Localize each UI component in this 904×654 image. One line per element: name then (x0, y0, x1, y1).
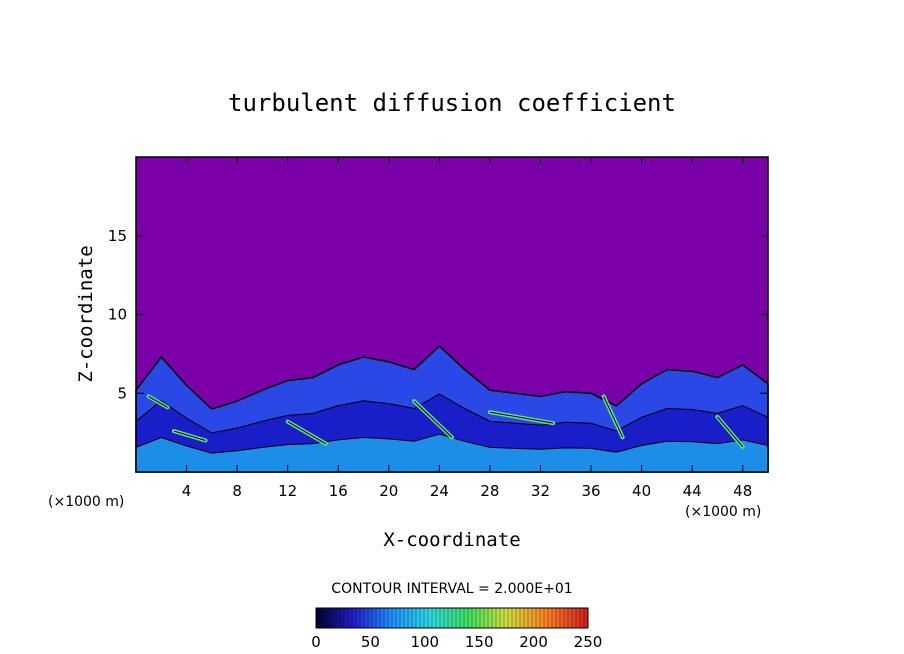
turbulent-layer (135, 344, 769, 473)
x-tick-label: 12 (278, 482, 297, 500)
y-tick-label: 15 (108, 227, 127, 245)
colorbar: 0 50 100 150 200 250 (311, 607, 602, 651)
eddy-contour (287, 421, 326, 445)
x-axis-label: X-coordinate (383, 529, 520, 551)
colorbar-tick-label: 100 (410, 633, 439, 651)
contour-interval-label: CONTOUR INTERVAL = 2.000E+01 (331, 581, 572, 597)
colorbar-frame (315, 607, 589, 629)
x-tick-label: 44 (683, 482, 702, 500)
eddy-contour (717, 416, 744, 448)
colorbar-tick-label: 150 (465, 633, 494, 651)
colorbar-tick-label: 200 (519, 633, 548, 651)
colorbar-bands (319, 608, 585, 628)
x-unit-right-label: (×1000 m) (685, 504, 761, 520)
x-tick-label: 4 (182, 482, 192, 500)
x-axis: 4 8 12 16 20 24 28 32 36 40 44 48 (182, 157, 752, 500)
x-tick-label: 8 (232, 482, 242, 500)
eddy-contour (148, 395, 168, 408)
plot-area (135, 156, 769, 473)
x-tick-label: 24 (430, 482, 449, 500)
colorbar-tick-label: 0 (311, 633, 321, 651)
x-tick-label: 20 (379, 482, 398, 500)
turbulent-base (135, 433, 769, 473)
y-axis-label: Z-coordinate (75, 245, 97, 382)
colorbar-ticks: 0 50 100 150 200 250 (311, 633, 602, 651)
x-tick-label: 36 (581, 482, 600, 500)
x-tick-label: 40 (632, 482, 651, 500)
x-tick-label: 28 (480, 482, 499, 500)
eddy-contour (489, 411, 554, 424)
y-axis: 5 10 15 (108, 227, 768, 402)
chart-title: turbulent diffusion coefficient (228, 89, 676, 117)
x-tick-label: 48 (733, 482, 752, 500)
x-unit-left-label: (×1000 m) (48, 494, 124, 510)
eddy-contour (173, 430, 206, 441)
y-tick-label: 10 (108, 306, 127, 324)
colorbar-tick-label: 250 (574, 633, 603, 651)
y-tick-label: 5 (117, 384, 127, 402)
x-tick-label: 32 (531, 482, 550, 500)
x-tick-label: 16 (329, 482, 348, 500)
colorbar-tick-label: 50 (361, 633, 380, 651)
eddy-contour (413, 400, 453, 438)
eddy-contour (603, 396, 624, 438)
